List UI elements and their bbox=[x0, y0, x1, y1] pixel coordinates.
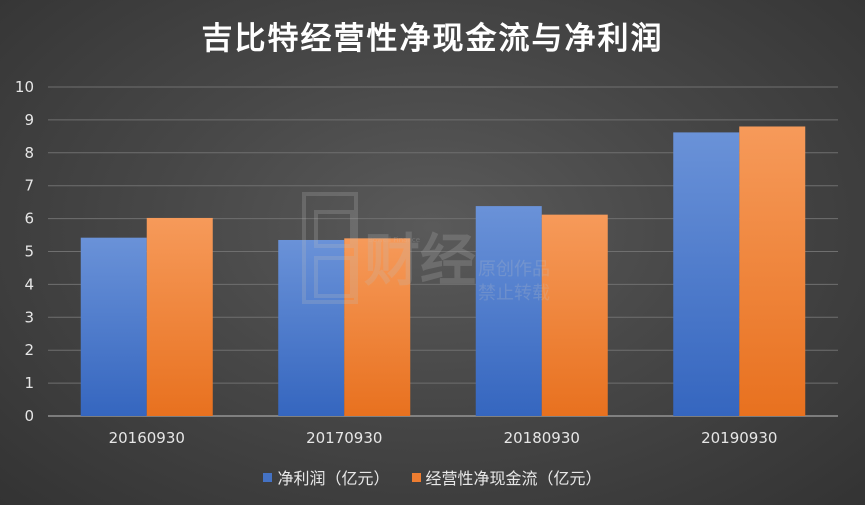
bar-operating-cash-flow bbox=[146, 217, 213, 416]
bar-operating-cash-flow bbox=[541, 214, 608, 416]
y-tick-label: 7 bbox=[24, 177, 34, 195]
y-tick-label: 0 bbox=[24, 407, 34, 425]
y-tick-label: 4 bbox=[24, 275, 34, 293]
bar-operating-cash-flow bbox=[739, 126, 806, 416]
bar-operating-cash-flow bbox=[344, 238, 411, 416]
y-tick-label: 9 bbox=[24, 111, 34, 129]
legend-swatch-operating-cash-flow bbox=[411, 472, 421, 482]
chart-title: 吉比特经营性净现金流与净利润 bbox=[201, 21, 664, 57]
bar-net-profit bbox=[475, 206, 542, 416]
x-tick-label: 20160930 bbox=[109, 429, 185, 447]
y-tick-label: 8 bbox=[24, 144, 34, 162]
bar-net-profit bbox=[80, 237, 147, 416]
bar-net-profit bbox=[673, 132, 740, 417]
legend-label-operating-cash-flow: 经营性净现金流（亿元） bbox=[425, 469, 602, 488]
x-tick-label: 20170930 bbox=[306, 429, 382, 447]
y-tick-label: 5 bbox=[24, 243, 34, 261]
y-tick-label: 2 bbox=[24, 341, 34, 359]
legend-item-operating-cash-flow[interactable]: 经营性净现金流（亿元） bbox=[411, 465, 602, 489]
x-tick-label: 20180930 bbox=[504, 429, 580, 447]
x-tick-label: 20190930 bbox=[701, 429, 777, 447]
y-tick-label: 1 bbox=[24, 374, 34, 392]
y-tick-label: 6 bbox=[24, 210, 34, 228]
y-tick-label: 10 bbox=[15, 78, 34, 96]
chart-legend: 净利润（亿元） 经营性净现金流（亿元） bbox=[0, 463, 865, 491]
legend-label-net-profit: 净利润（亿元） bbox=[277, 469, 390, 488]
legend-swatch-net-profit bbox=[263, 472, 273, 482]
y-tick-label: 3 bbox=[24, 308, 34, 326]
bar-net-profit bbox=[278, 239, 345, 416]
legend-item-net-profit[interactable]: 净利润（亿元） bbox=[263, 465, 390, 489]
